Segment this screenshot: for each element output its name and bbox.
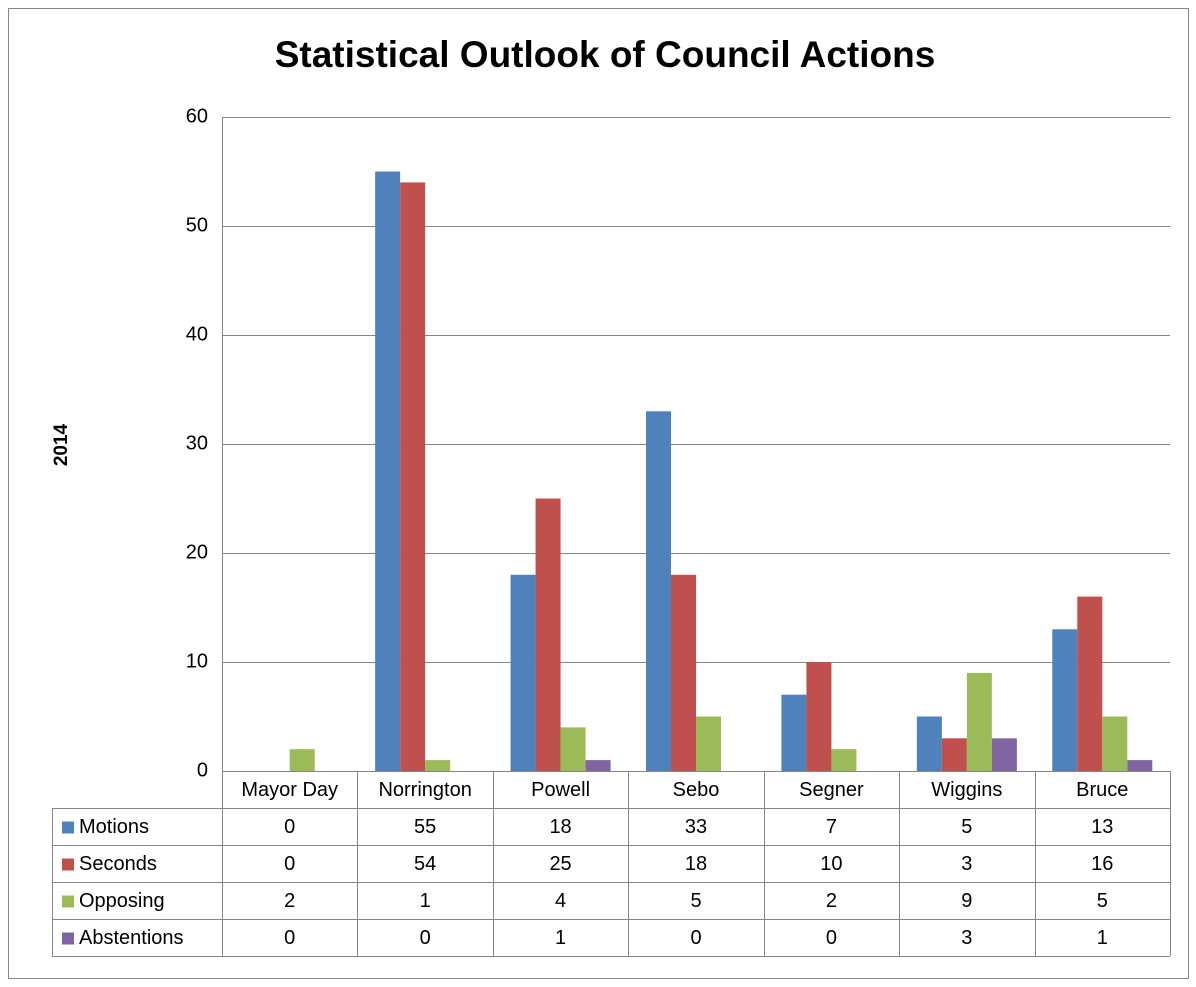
table-value: 0	[284, 853, 295, 875]
table-value: 1	[1097, 927, 1108, 949]
bar	[375, 171, 401, 771]
table-value: 0	[284, 927, 295, 949]
y-tick-label: 40	[186, 323, 208, 345]
bar	[966, 672, 992, 771]
bar	[535, 498, 561, 771]
legend-label: Seconds	[79, 853, 157, 875]
table-value: 16	[1091, 853, 1113, 875]
bar	[560, 727, 586, 771]
table-value: 25	[549, 853, 571, 875]
table-value: 18	[549, 816, 571, 838]
table-value: 55	[414, 816, 436, 838]
table-value: 1	[555, 927, 566, 949]
bar	[1077, 596, 1103, 771]
legend-swatch	[62, 821, 74, 834]
x-tick-label: Bruce	[1076, 779, 1128, 801]
table-value: 5	[690, 890, 701, 912]
y-tick-label: 10	[186, 650, 208, 672]
table-value: 7	[826, 816, 837, 838]
table-value: 2	[826, 890, 837, 912]
bar	[400, 182, 426, 771]
x-tick-label: Segner	[799, 779, 864, 801]
legend-swatch	[62, 895, 74, 908]
bar	[916, 716, 942, 771]
y-tick-label: 50	[186, 214, 208, 236]
table-value: 0	[826, 927, 837, 949]
x-tick-label: Sebo	[673, 779, 720, 801]
legend-label: Opposing	[79, 890, 165, 912]
table-value: 18	[685, 853, 707, 875]
chart-title: Statistical Outlook of Council Actions	[275, 34, 936, 75]
bar	[289, 749, 315, 771]
bar	[671, 574, 696, 771]
bar	[991, 738, 1017, 771]
legend-swatch	[62, 858, 74, 871]
bar	[781, 694, 807, 771]
y-tick-label: 60	[186, 105, 208, 127]
table-value: 0	[284, 816, 295, 838]
bar	[696, 716, 721, 771]
bar	[806, 662, 832, 771]
y-tick-label: 20	[186, 541, 208, 563]
table-value: 2	[284, 890, 295, 912]
chart-border	[8, 8, 1189, 979]
bar	[425, 760, 451, 771]
bar	[1102, 716, 1128, 771]
y-axis-label: 2014	[51, 423, 72, 466]
y-tick-label: 0	[197, 759, 208, 781]
x-tick-label: Powell	[531, 779, 590, 801]
legend-label: Abstentions	[79, 927, 184, 949]
table-value: 4	[555, 890, 566, 912]
table-value: 5	[1097, 890, 1108, 912]
table-value: 0	[690, 927, 701, 949]
table-value: 13	[1091, 816, 1113, 838]
bar	[510, 574, 536, 771]
bar	[1127, 760, 1153, 771]
x-tick-label: Wiggins	[931, 779, 1002, 801]
bar	[941, 738, 967, 771]
table-value: 9	[961, 890, 972, 912]
table-value: 3	[961, 853, 972, 875]
table-value: 0	[420, 927, 431, 949]
bar	[1052, 629, 1078, 771]
bar	[585, 760, 611, 771]
bar	[646, 411, 671, 771]
table-value: 1	[420, 890, 431, 912]
y-tick-label: 30	[186, 432, 208, 454]
legend-swatch	[62, 932, 74, 945]
table-value: 3	[961, 927, 972, 949]
bar	[831, 749, 857, 771]
table-value: 54	[414, 853, 436, 875]
x-tick-label: Mayor Day	[241, 779, 338, 801]
table-value: 33	[685, 816, 707, 838]
legend-label: Motions	[79, 816, 149, 838]
table-value: 5	[961, 816, 972, 838]
x-tick-label: Norrington	[378, 779, 471, 801]
table-value: 10	[820, 853, 842, 875]
